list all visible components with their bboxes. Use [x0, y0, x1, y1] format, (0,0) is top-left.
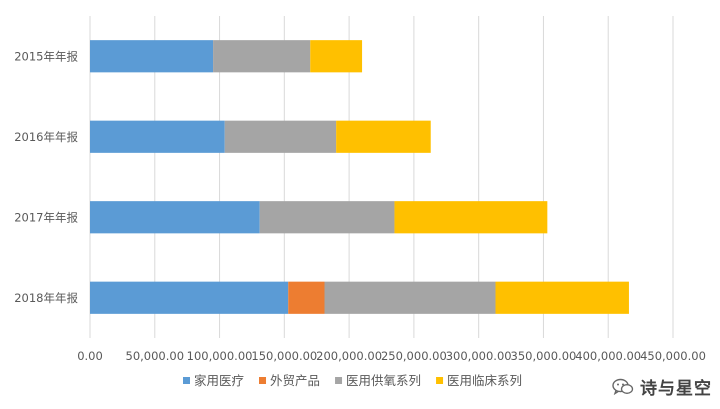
legend: 家用医疗 外贸产品 医用供氧系列 医用临床系列 — [183, 373, 522, 388]
legend-swatch — [183, 377, 190, 384]
watermark-text: 诗与星空 — [640, 379, 712, 399]
legend-swatch — [335, 377, 343, 384]
legend-label: 外贸产品 — [270, 373, 320, 388]
x-tick-label: 350,000.00 — [511, 349, 577, 363]
bar-segment — [394, 201, 548, 234]
y-category-label: 2018年年报 — [14, 291, 78, 305]
x-tick-label: 50,000.00 — [126, 349, 185, 363]
bar-segment — [224, 120, 337, 153]
bar-segment — [495, 281, 629, 314]
bar-segment — [90, 281, 289, 314]
y-category-label: 2015年年报 — [14, 49, 78, 63]
y-axis-category-labels: 2015年年报 2016年年报 2017年年报 2018年年报 — [14, 49, 78, 305]
x-tick-label: 100,000.00 — [187, 349, 253, 363]
bar-segment — [90, 201, 260, 234]
x-axis-tick-labels: 0.00 50,000.00 100,000.00150,000.00200,000… — [77, 349, 706, 363]
bar-segment — [324, 281, 496, 314]
legend-label: 医用供氧系列 — [346, 373, 421, 388]
legend-swatch — [436, 377, 444, 384]
wechat-icon — [612, 378, 634, 395]
x-tick-label: 400,000.00 — [575, 349, 641, 363]
x-tick-label: 450,000.00 — [640, 349, 706, 363]
x-tick-label: 250,000.00 — [381, 349, 447, 363]
bar-segment — [288, 281, 325, 314]
watermark: 诗与星空 — [612, 374, 712, 399]
bar-segment — [90, 40, 214, 73]
bar-segment — [90, 120, 225, 153]
bar-segment — [213, 40, 311, 73]
legend-label: 家用医疗 — [194, 373, 244, 388]
x-tick-label: 200,000.00 — [316, 349, 382, 363]
x-tick-label: 300,000.00 — [446, 349, 512, 363]
bars — [90, 40, 629, 314]
bar-segment — [336, 120, 431, 153]
bar-segment — [259, 201, 395, 234]
legend-label: 医用临床系列 — [447, 373, 522, 388]
bar-segment — [310, 40, 363, 73]
x-tick-label: 150,000.00 — [251, 349, 317, 363]
x-tick-label: 0.00 — [77, 349, 103, 363]
y-category-label: 2017年年报 — [14, 210, 78, 224]
legend-swatch — [259, 377, 267, 384]
y-category-label: 2016年年报 — [14, 130, 78, 144]
